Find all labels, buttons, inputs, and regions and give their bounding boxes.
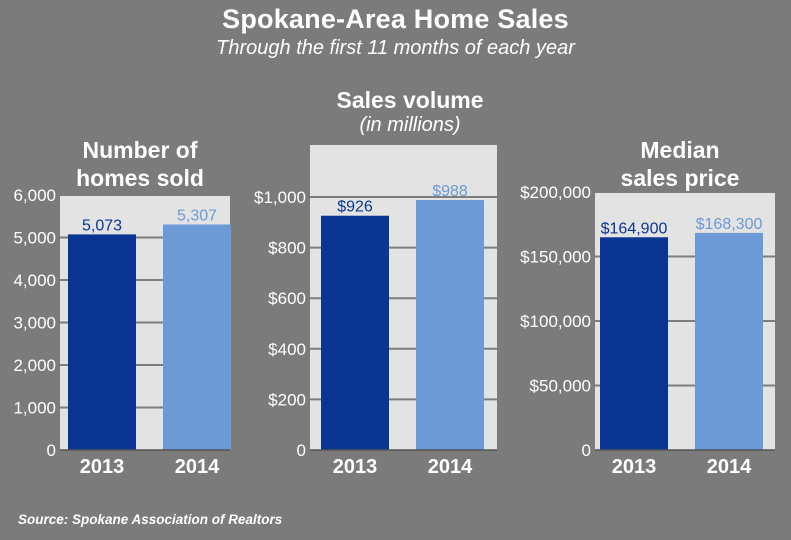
panel-volume-ytick-label: $800 [268,239,306,258]
panel-homes-title-line1: Number of [82,137,198,163]
panel-volume-title: Sales volume [336,87,484,113]
panel-volume-bar-2014 [416,200,484,450]
panel-homes-ytick-label: 6,000 [13,186,56,205]
panel-homes-data-label-2013: 5,073 [82,217,122,234]
panel-volume-data-label-2014: $988 [432,183,468,200]
panel-homes-ytick-label: 0 [47,441,56,460]
panel-volume-category-label: 2014 [428,456,473,478]
panel-price-bar-2013 [600,237,668,450]
panel-homes-ytick-label: 3,000 [13,314,56,333]
panel-homes-title: Number of homes sold [60,136,220,192]
panel-price-ytick-label: $100,000 [520,312,591,331]
panel-homes-ytick-label: 1,000 [13,399,56,418]
panel-price-title: Median sales price [595,136,765,192]
panel-price-data-label-2013: $164,900 [601,220,668,237]
chart-title: Spokane-Area Home Sales [222,4,569,34]
panel-volume-ytick-label: 0 [297,441,306,460]
panel-price-title-line2: sales price [620,165,740,191]
panel-homes-category-label: 2014 [175,456,220,478]
panel-homes-ytick-label: 4,000 [13,271,56,290]
panel-homes-ytick-label: 2,000 [13,356,56,375]
panel-homes-bar-2013 [68,234,136,450]
panel-price-category-label: 2014 [707,456,752,478]
panel-volume-ytick-label: $600 [268,289,306,308]
panel-volume-data-label-2013: $926 [337,199,373,216]
panel-homes-bar-2014 [163,224,231,450]
panel-volume-ytick-label: $1,000 [254,188,306,207]
panel-volume-subtitle: (in millions) [359,114,461,136]
panel-price-ytick-label: $200,000 [520,183,591,202]
panel-volume-category-label: 2013 [333,456,378,478]
panel-price-bar-2014 [695,232,763,450]
panel-price-title-line1: Median [640,137,720,163]
panel-price-ytick-label: 0 [582,441,591,460]
panel-price-data-label-2014: $168,300 [696,216,763,233]
panel-price-ytick-label: $50,000 [530,377,591,396]
panel-homes-ytick-label: 5,000 [13,229,56,248]
panel-volume-ytick-label: $400 [268,340,306,359]
panel-volume-bar-2013 [321,215,389,450]
panel-price-ytick-label: $150,000 [520,248,591,267]
chart-subtitle: Through the first 11 months of each year [216,37,575,59]
panel-homes-title-line2: homes sold [76,165,204,191]
panel-price-category-label: 2013 [612,456,657,478]
panel-homes-data-label-2014: 5,307 [177,207,217,224]
source-note: Source: Spokane Association of Realtors [18,512,283,527]
panel-volume-ytick-label: $200 [268,390,306,409]
panel-homes-category-label: 2013 [80,456,125,478]
